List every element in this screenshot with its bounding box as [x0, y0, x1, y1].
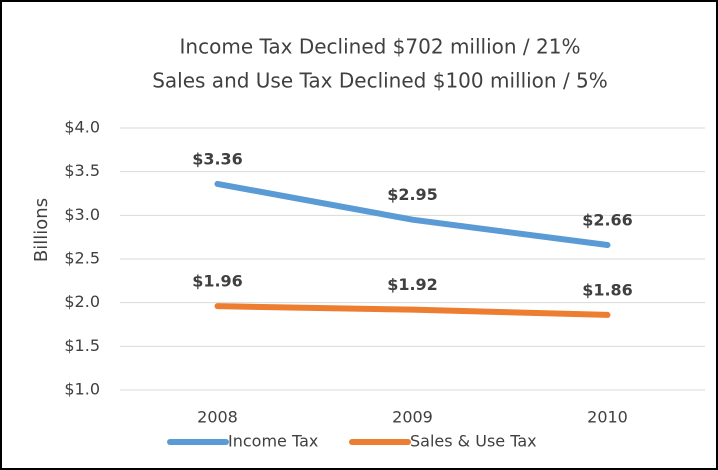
x-tick-label: 2008	[197, 408, 238, 427]
data-label: $2.66	[582, 211, 633, 230]
data-label: $2.95	[387, 185, 438, 204]
chart-title: Sales and Use Tax Declined $100 million …	[152, 69, 608, 93]
y-tick-label: $3.0	[64, 205, 100, 224]
data-label: $1.92	[387, 275, 438, 294]
series-line	[214, 180, 611, 249]
series-line	[214, 303, 611, 318]
data-label: $1.86	[582, 280, 633, 299]
y-tick-label: $2.5	[64, 249, 100, 268]
y-tick-label: $1.0	[64, 380, 100, 399]
data-label: $1.96	[192, 272, 243, 291]
legend-label: Sales & Use Tax	[410, 432, 537, 451]
y-tick-label: $3.5	[64, 161, 100, 180]
y-tick-label: $1.5	[64, 336, 100, 355]
data-label: $3.36	[192, 149, 243, 168]
y-tick-label: $4.0	[64, 118, 100, 137]
y-tick-label: $2.0	[64, 292, 100, 311]
chart-title: Income Tax Declined $702 million / 21%	[180, 35, 581, 59]
y-axis-label: Billions	[31, 198, 52, 262]
legend-label: Income Tax	[228, 432, 318, 451]
x-tick-label: 2009	[392, 408, 433, 427]
x-tick-label: 2010	[587, 408, 628, 427]
